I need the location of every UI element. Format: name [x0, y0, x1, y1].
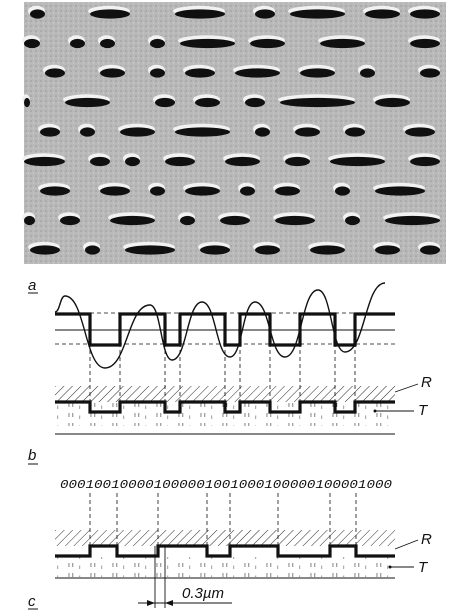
pit — [125, 156, 140, 167]
pit — [225, 156, 260, 167]
pit — [410, 156, 440, 167]
panel-a-label: a — [28, 277, 36, 294]
pit — [30, 245, 60, 255]
pit — [375, 245, 400, 255]
pit — [24, 215, 35, 226]
reflective-layer-hatch-c — [55, 530, 395, 546]
pit — [360, 68, 375, 78]
pit — [100, 186, 130, 196]
pit — [330, 156, 385, 167]
pit — [255, 127, 270, 137]
pit — [255, 245, 280, 255]
pit-profile-line-c — [55, 544, 395, 558]
pit — [85, 245, 100, 255]
pit — [420, 245, 440, 255]
pit — [405, 127, 435, 137]
pit — [100, 38, 115, 49]
pit — [185, 186, 220, 196]
pit — [150, 186, 165, 196]
pit — [375, 97, 410, 108]
t-dot-b — [373, 409, 377, 413]
pit — [180, 38, 235, 49]
pit — [150, 38, 165, 49]
dimension-arrow-left — [147, 600, 155, 606]
substrate-texture-c — [55, 557, 395, 577]
reflective-layer-label-c: R — [421, 531, 432, 548]
pit — [275, 186, 300, 196]
pit — [155, 97, 175, 108]
pit — [175, 9, 225, 19]
pit — [165, 156, 195, 167]
pit — [345, 215, 360, 226]
pit — [365, 9, 400, 19]
readout-waveform — [54, 282, 386, 369]
pit — [320, 38, 365, 49]
pit — [250, 38, 285, 49]
pit — [310, 245, 345, 255]
pit-profile-line — [55, 400, 395, 414]
pit — [150, 68, 165, 78]
signal-diagram: R T — [54, 282, 432, 435]
pit — [185, 68, 215, 78]
pit — [24, 38, 40, 49]
pit — [40, 186, 70, 196]
pit — [280, 97, 355, 108]
pit — [345, 127, 365, 137]
reflective-layer-hatch — [55, 386, 395, 402]
pit — [285, 156, 310, 167]
pit — [245, 97, 265, 108]
pit — [275, 215, 315, 226]
pit — [180, 215, 195, 226]
substrate-label-b: T — [418, 402, 429, 419]
pit-micrograph — [22, 2, 446, 264]
pit — [235, 68, 280, 78]
pit — [290, 9, 345, 19]
pit — [65, 97, 110, 108]
pit — [240, 186, 255, 196]
pit — [335, 186, 350, 196]
pit — [300, 68, 335, 78]
pit — [90, 9, 130, 19]
bit-sequence: 000100100001000001001000100000100001000 — [60, 479, 392, 492]
pit — [410, 38, 440, 49]
r-leader-b — [394, 383, 419, 393]
pit — [125, 245, 175, 255]
pit — [410, 9, 440, 19]
r-leader-c — [394, 539, 419, 550]
pit — [175, 127, 230, 137]
pit — [100, 68, 125, 78]
pit — [295, 127, 320, 137]
pit — [45, 68, 65, 78]
t-dot-c — [388, 565, 392, 569]
dimension-label: 0.3µm — [182, 585, 224, 602]
substrate-label-c: T — [418, 559, 429, 576]
pit — [30, 9, 45, 19]
pit — [90, 156, 110, 167]
pit — [40, 127, 60, 137]
pit — [200, 245, 230, 255]
pit — [420, 68, 440, 78]
pit-rows — [22, 5, 440, 255]
pit — [385, 215, 440, 226]
pit — [255, 9, 275, 19]
reflective-layer-label-b: R — [421, 374, 432, 391]
pit — [24, 156, 65, 167]
pit — [24, 97, 30, 108]
pit — [70, 38, 85, 49]
pit — [220, 215, 250, 226]
panel-c-label: c — [28, 593, 36, 610]
dimension-arrow-right — [165, 600, 173, 606]
pit — [110, 215, 155, 226]
panel-b-label: b — [28, 447, 36, 464]
pit — [195, 97, 220, 108]
pit — [120, 127, 155, 137]
pit — [80, 127, 95, 137]
pit — [60, 215, 80, 226]
pit — [375, 186, 425, 196]
bit-diagram: 000100100001000001001000100000100001000 … — [55, 479, 432, 608]
